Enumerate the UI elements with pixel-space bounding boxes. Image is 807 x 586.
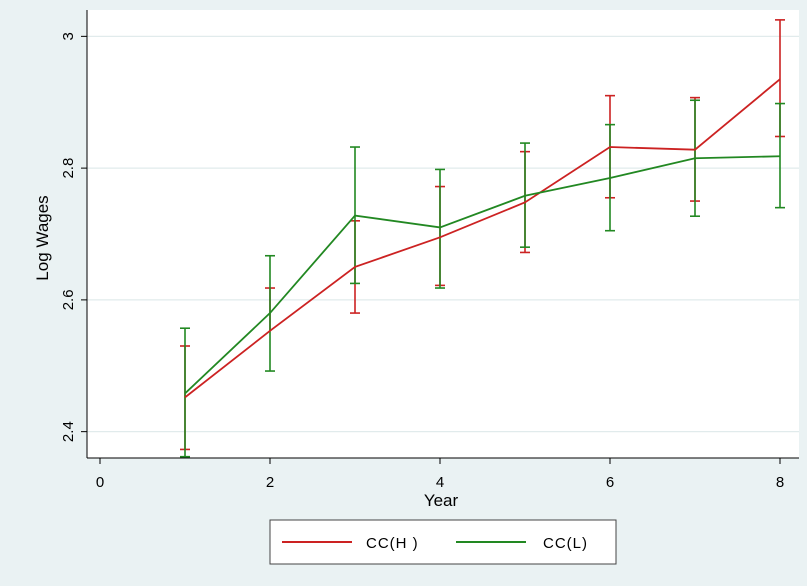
y-axis-title: Log Wages xyxy=(33,195,52,280)
x-tick-label: 2 xyxy=(266,474,274,491)
series-line-cc-h xyxy=(184,78,781,399)
x-tick-label: 6 xyxy=(606,474,614,491)
y-tick-label: 2.6 xyxy=(60,289,77,310)
y-tick-label: 2.8 xyxy=(60,158,77,179)
x-tick-label: 4 xyxy=(436,474,444,491)
x-axis-title: Year xyxy=(424,491,459,510)
plot-area xyxy=(87,10,799,458)
y-tick-label: 2.4 xyxy=(60,421,77,442)
axes: 2.4 2.6 2.8 3 0 2 4 6 8 xyxy=(60,10,799,491)
legend: CC(H ) CC(L) xyxy=(269,519,617,565)
series-line-cc-l xyxy=(184,155,781,395)
series-lines xyxy=(184,78,781,399)
legend-label: CC(L) xyxy=(543,535,588,552)
legend-label: CC(H ) xyxy=(366,535,419,552)
x-tick-label: 8 xyxy=(776,474,784,491)
y-tick-label: 3 xyxy=(60,32,77,40)
grid xyxy=(87,35,799,433)
x-tick-label: 0 xyxy=(96,474,104,491)
